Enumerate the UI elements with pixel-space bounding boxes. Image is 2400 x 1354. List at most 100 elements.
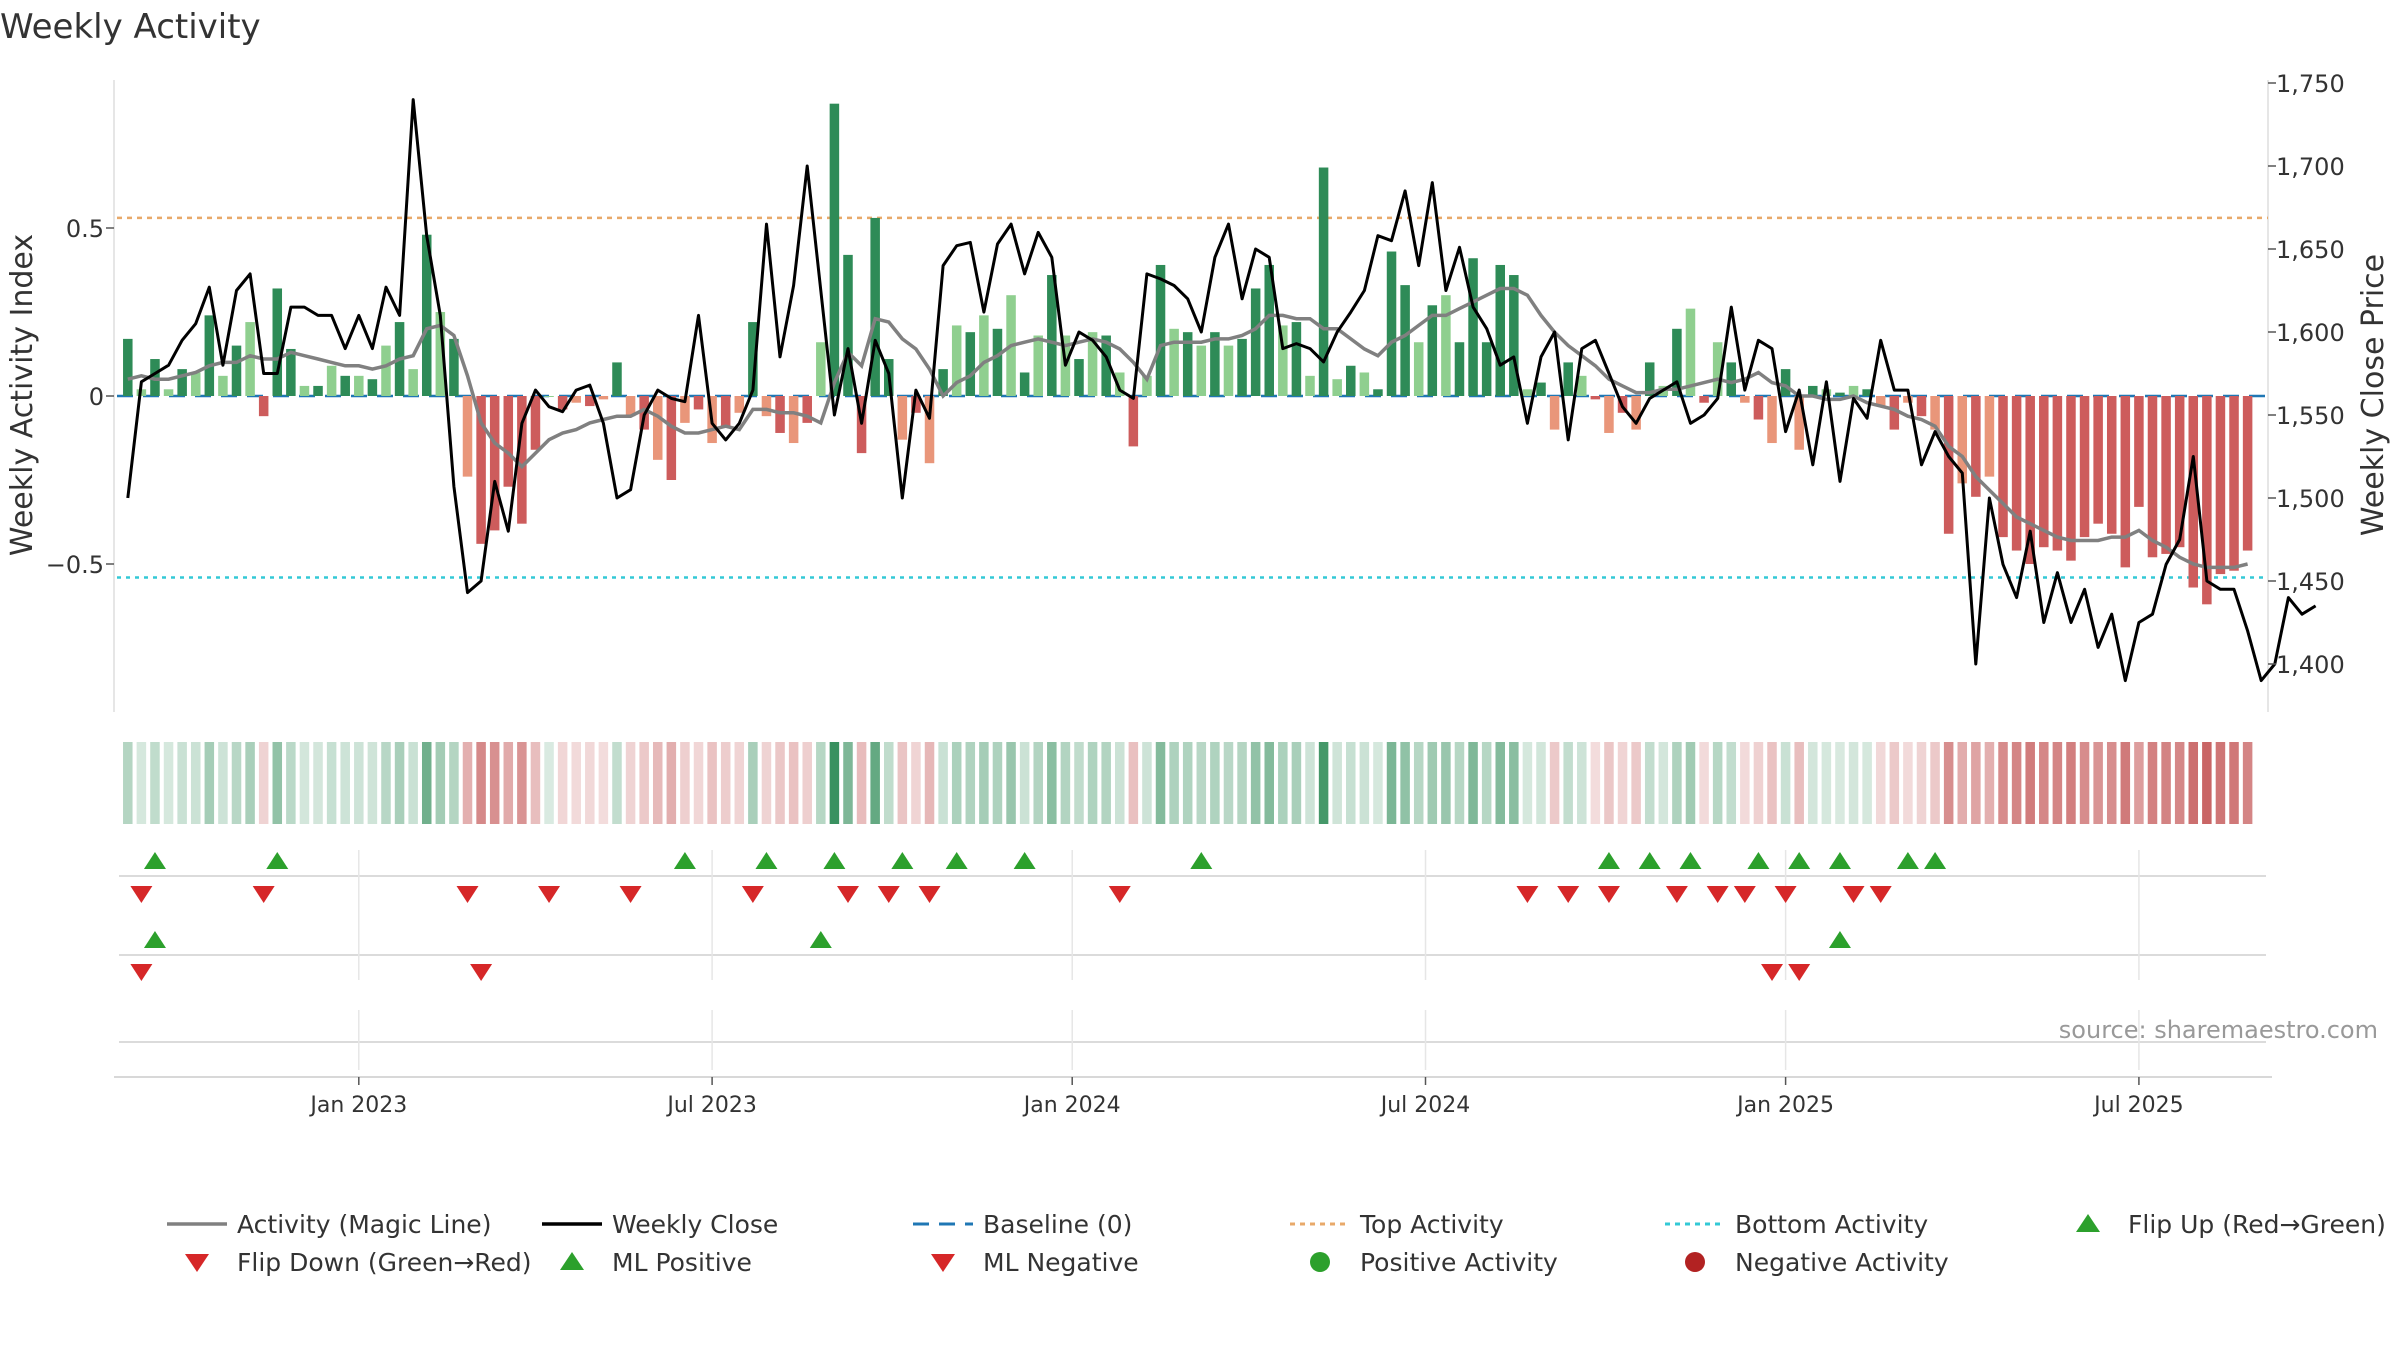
series-lines	[126, 98, 2317, 683]
activity-bar	[938, 369, 948, 396]
activity-bar	[299, 385, 310, 396]
activity-bar	[652, 396, 663, 460]
heat-cell	[2025, 742, 2035, 824]
flip-down-marker	[252, 886, 275, 903]
heat-cell	[1889, 742, 1900, 824]
x-tick-label: Jul 2025	[2092, 1093, 2184, 1118]
y2-tick-label: 1,700	[2276, 153, 2345, 181]
activity-bar	[517, 396, 527, 524]
heat-cell	[1495, 742, 1505, 824]
activity-bar	[1644, 362, 1655, 396]
activity-bar	[911, 396, 921, 413]
heat-cell	[1522, 742, 1533, 824]
heat-cell	[1047, 742, 1057, 824]
flip-down-marker	[1557, 886, 1580, 903]
activity-bar	[1984, 396, 1995, 477]
heat-cell	[1631, 742, 1641, 824]
heat-cell	[2174, 742, 2185, 824]
activity-bar	[557, 396, 568, 410]
heat-cell	[788, 742, 799, 824]
legend-item: Flip Up (Red→Green)	[2076, 1210, 2386, 1239]
activity-bar	[218, 375, 228, 396]
legend-label: Baseline (0)	[983, 1210, 1132, 1239]
legend-label: Top Activity	[1359, 1210, 1504, 1239]
activity-bar	[2134, 396, 2144, 507]
y2-tick-label: 1,400	[2276, 651, 2345, 679]
activity-bar	[340, 375, 350, 396]
heat-cell	[1875, 742, 1886, 824]
heat-cell	[272, 742, 283, 824]
heat-cell	[313, 742, 323, 824]
activity-bar	[1441, 295, 1451, 396]
activity-bar	[897, 396, 908, 440]
heat-cell	[625, 742, 636, 824]
heat-cell	[1318, 742, 1329, 824]
flip-down-marker	[456, 886, 479, 903]
heat-cell	[1590, 742, 1601, 824]
activity-bar	[1250, 288, 1261, 396]
heat-cell	[1155, 742, 1166, 824]
heat-cell	[1726, 742, 1737, 824]
flip-down-marker	[130, 886, 153, 903]
heat-cell	[340, 742, 350, 824]
flip-up-marker	[673, 852, 696, 869]
heat-cell	[979, 742, 989, 824]
activity-bar	[421, 234, 432, 396]
heat-cell	[802, 742, 812, 824]
activity-bar	[449, 338, 459, 396]
heat-cell	[1957, 742, 1968, 824]
activity-bar	[1386, 251, 1397, 396]
heat-cell	[1087, 742, 1098, 824]
heat-cell	[829, 742, 840, 824]
legend-item: Positive Activity	[1310, 1248, 1558, 1277]
activity-bar	[177, 369, 187, 396]
activity-bar	[612, 362, 622, 396]
activity-bar	[2215, 396, 2226, 575]
heat-cell	[1359, 742, 1370, 824]
activity-bar	[1563, 362, 1573, 396]
heat-cell	[1074, 742, 1084, 824]
heat-cell	[897, 742, 908, 824]
heat-cell	[2079, 742, 2090, 824]
heat-cell	[1386, 742, 1397, 824]
activity-bar	[829, 103, 840, 397]
activity-bar	[1128, 396, 1139, 447]
y-axis-label: Weekly Activity Index	[5, 234, 40, 556]
flip-up-marker	[891, 852, 914, 869]
ml-positive-marker	[1828, 931, 1851, 948]
heat-cell	[938, 742, 948, 824]
heat-cell	[1753, 742, 1764, 824]
legend-symbol-up	[560, 1252, 584, 1270]
y2-axis-ticks: 1,750 1,700 1,650 1,600 1,550 1,500 1,450 1,400	[2268, 70, 2345, 679]
heat-cell	[136, 742, 147, 824]
reference-lines	[117, 216, 2268, 579]
y2-tick-label: 1,650	[2276, 236, 2345, 264]
heat-cell	[2039, 742, 2049, 824]
activity-bar	[354, 375, 364, 396]
ml-negative-marker	[1788, 964, 1811, 981]
activity-bar	[1318, 167, 1329, 396]
heat-cell	[1794, 742, 1804, 824]
activity-bar	[802, 396, 812, 423]
heat-cell	[1577, 742, 1587, 824]
y-tick-label: 0.5	[66, 215, 104, 243]
activity-bar	[231, 345, 242, 396]
heat-cell	[1182, 742, 1193, 824]
legend-label: Bottom Activity	[1735, 1210, 1928, 1239]
activity-bar	[1101, 335, 1111, 396]
activity-bar	[544, 396, 554, 397]
heat-cell	[1685, 742, 1696, 824]
source-credit: source: sharemaestro.com	[2059, 1016, 2378, 1044]
y2-tick-label: 1,500	[2276, 485, 2345, 513]
heat-cell	[476, 742, 486, 824]
heat-cell	[1332, 742, 1342, 824]
activity-bar	[1862, 389, 1872, 396]
heat-cell	[1454, 742, 1465, 824]
activity-bar	[2066, 396, 2076, 561]
legend-item: Negative Activity	[1685, 1248, 1949, 1277]
legend-item: Baseline (0)	[913, 1210, 1132, 1239]
heat-cell	[435, 742, 446, 824]
activity-bar	[748, 322, 758, 396]
heat-cell	[1169, 742, 1179, 824]
legend-label: Weekly Close	[612, 1210, 778, 1239]
